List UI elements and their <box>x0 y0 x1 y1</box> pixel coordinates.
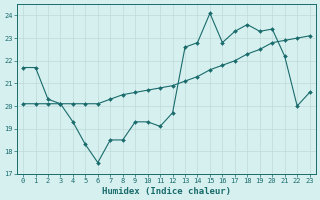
X-axis label: Humidex (Indice chaleur): Humidex (Indice chaleur) <box>102 187 231 196</box>
